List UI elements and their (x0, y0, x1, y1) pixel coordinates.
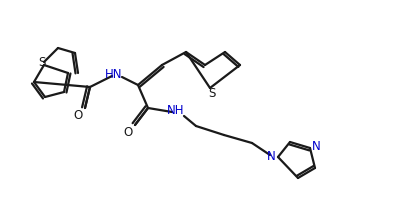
Text: S: S (208, 87, 215, 100)
Text: S: S (38, 55, 45, 69)
Text: NH: NH (167, 104, 184, 116)
Text: N: N (266, 150, 275, 164)
Text: N: N (311, 139, 320, 153)
Text: HN: HN (105, 68, 122, 81)
Text: O: O (123, 126, 132, 138)
Text: O: O (73, 108, 83, 122)
